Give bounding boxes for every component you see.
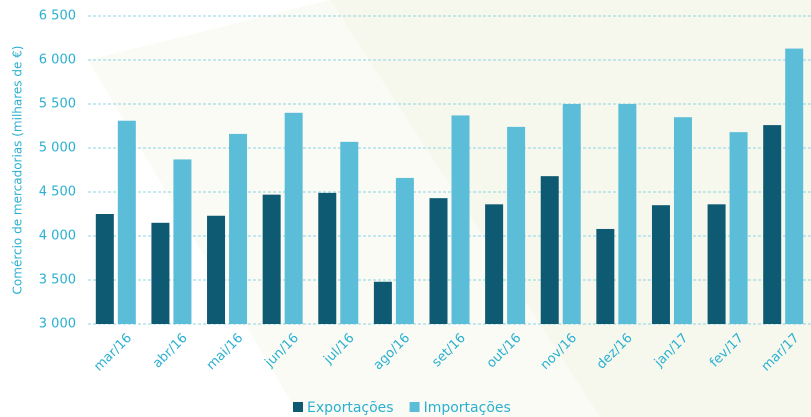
bar: [618, 104, 637, 324]
y-tick-label: 6 000: [39, 53, 76, 68]
bar: [707, 204, 726, 324]
bar: [540, 176, 559, 324]
bar: [729, 132, 748, 324]
bar: [229, 133, 248, 324]
bar: [651, 205, 670, 324]
bar: [95, 214, 114, 324]
y-tick-label: 6 500: [39, 9, 76, 24]
y-tick-label: 3 000: [39, 317, 76, 332]
x-tick-label: mar/16: [91, 331, 135, 375]
bar: [485, 204, 504, 324]
y-tick-label: 5 500: [39, 97, 76, 112]
x-tick-label: abr/16: [150, 331, 191, 372]
y-tick-label: 3 500: [39, 273, 76, 288]
y-tick-label: 4 000: [39, 229, 76, 244]
bar: [173, 159, 192, 324]
legend-label: Exportações: [307, 400, 394, 416]
y-axis-label: Comércio de mercadorias (milhares de €): [11, 46, 25, 295]
bar: [763, 125, 782, 325]
bar: [429, 198, 448, 324]
bar: [117, 120, 136, 324]
bar: [673, 117, 692, 324]
bar: [284, 112, 303, 324]
bar: [562, 104, 581, 324]
bar: [507, 126, 526, 324]
bar: [451, 115, 470, 324]
x-tick-label: mai/16: [204, 331, 247, 374]
bar: [395, 177, 414, 324]
bar: [262, 194, 281, 324]
legend-swatch: [293, 402, 303, 412]
y-tick-label: 4 500: [39, 185, 76, 200]
bar: [318, 192, 337, 324]
y-tick-label: 5 000: [39, 141, 76, 156]
bar: [373, 281, 392, 324]
legend-label: Importações: [424, 400, 511, 416]
bar: [596, 228, 615, 324]
legend-swatch: [409, 402, 420, 412]
bar: [785, 48, 804, 325]
bar: [207, 215, 226, 324]
bar: [151, 222, 170, 324]
bar: [340, 141, 359, 324]
